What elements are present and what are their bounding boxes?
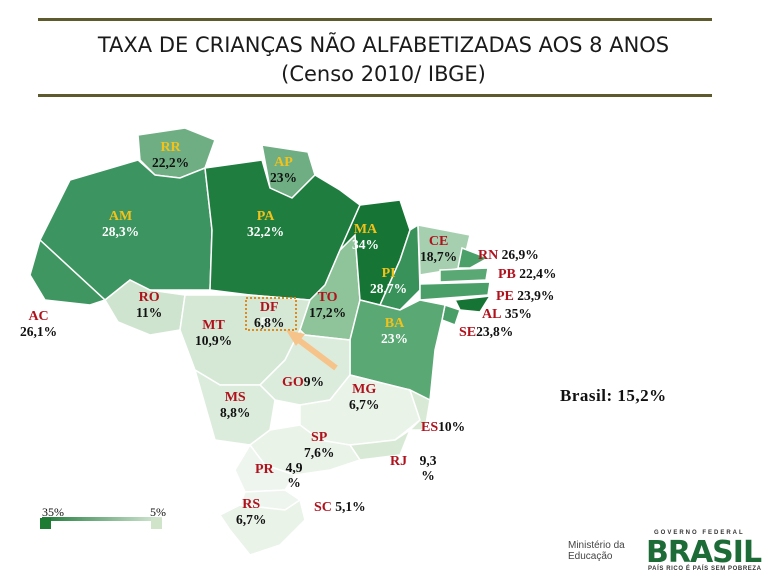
label-sc: SC 5,1%	[314, 499, 366, 515]
legend-gradient	[42, 517, 162, 521]
label-ms: MS 8,8%	[220, 390, 251, 420]
label-ap: AP 23%	[270, 155, 297, 185]
state-pe[interactable]	[419, 281, 491, 301]
label-pa: PA 32,2%	[247, 209, 285, 239]
label-go: GO9%	[282, 374, 325, 390]
gov-federal-text: GOVERNO FEDERAL	[654, 530, 745, 536]
label-al: AL 35%	[482, 306, 532, 322]
label-ba: BA 23%	[381, 316, 408, 346]
label-pe: PE 23,9%	[496, 288, 555, 304]
label-pb: PB 22,4%	[498, 266, 557, 282]
state-rs[interactable]	[218, 498, 306, 556]
label-to: TO 17,2%	[309, 290, 347, 320]
state-al[interactable]	[453, 295, 492, 313]
state-ac[interactable]	[29, 238, 107, 306]
label-pr: PR	[255, 462, 274, 477]
legend-max-swatch	[40, 518, 51, 529]
label-rn: RN 26,9%	[478, 247, 539, 263]
legend-min-swatch	[151, 518, 162, 529]
label-mt: MT 10,9%	[195, 318, 233, 348]
state-df[interactable]	[261, 317, 271, 327]
brasil-wordmark: BRASIL	[646, 535, 762, 570]
label-ma: MA 34%	[352, 222, 379, 252]
bottom-rule	[38, 94, 712, 97]
title-line-2: (Censo 2010/ IBGE)	[281, 62, 486, 86]
governo-brasil-logo: GOVERNO FEDERAL BRASIL PAÍS RICO É PAÍS …	[640, 530, 762, 574]
legend-max-label: 35%	[42, 505, 64, 519]
value-rj: 9,3 %	[419, 453, 437, 483]
top-rule	[38, 18, 712, 21]
df-highlight-arrow-head	[286, 330, 305, 346]
ministerio-logo: Ministério da Educação	[568, 540, 625, 562]
national-rate: Brasil: 15,2%	[560, 386, 667, 405]
state-go[interactable]	[258, 328, 351, 406]
legend-min-label: 5%	[150, 505, 166, 519]
label-pi: PI 28,7%	[370, 266, 408, 296]
df-highlight-arrow-shaft	[294, 335, 338, 371]
brasil-tagline: PAÍS RICO É PAÍS SEM POBREZA	[648, 566, 762, 572]
state-pb[interactable]	[439, 267, 489, 283]
label-ro: RO 11%	[136, 290, 163, 320]
label-rj: RJ	[390, 454, 408, 469]
label-mg: MG 6,7%	[349, 382, 380, 412]
label-rs: RS 6,7%	[236, 497, 267, 527]
label-ce: CE 18,7%	[420, 234, 458, 264]
state-es[interactable]	[408, 388, 431, 431]
label-ac: AC 26,1%	[20, 309, 58, 339]
label-df: DF 6,8%	[254, 300, 285, 330]
label-rr: RR 22,2%	[152, 140, 190, 170]
label-sp: SP 7,6%	[304, 430, 335, 460]
df-highlight-box	[245, 297, 297, 331]
label-se: SE23,8%	[459, 324, 514, 340]
title-line-1: TAXA DE CRIANÇAS NÃO ALFABETIZADAS AOS 8…	[97, 33, 670, 57]
value-pr: 4,9 %	[285, 460, 303, 490]
label-es: ES10%	[421, 419, 466, 435]
label-am: AM 28,3%	[102, 209, 140, 239]
